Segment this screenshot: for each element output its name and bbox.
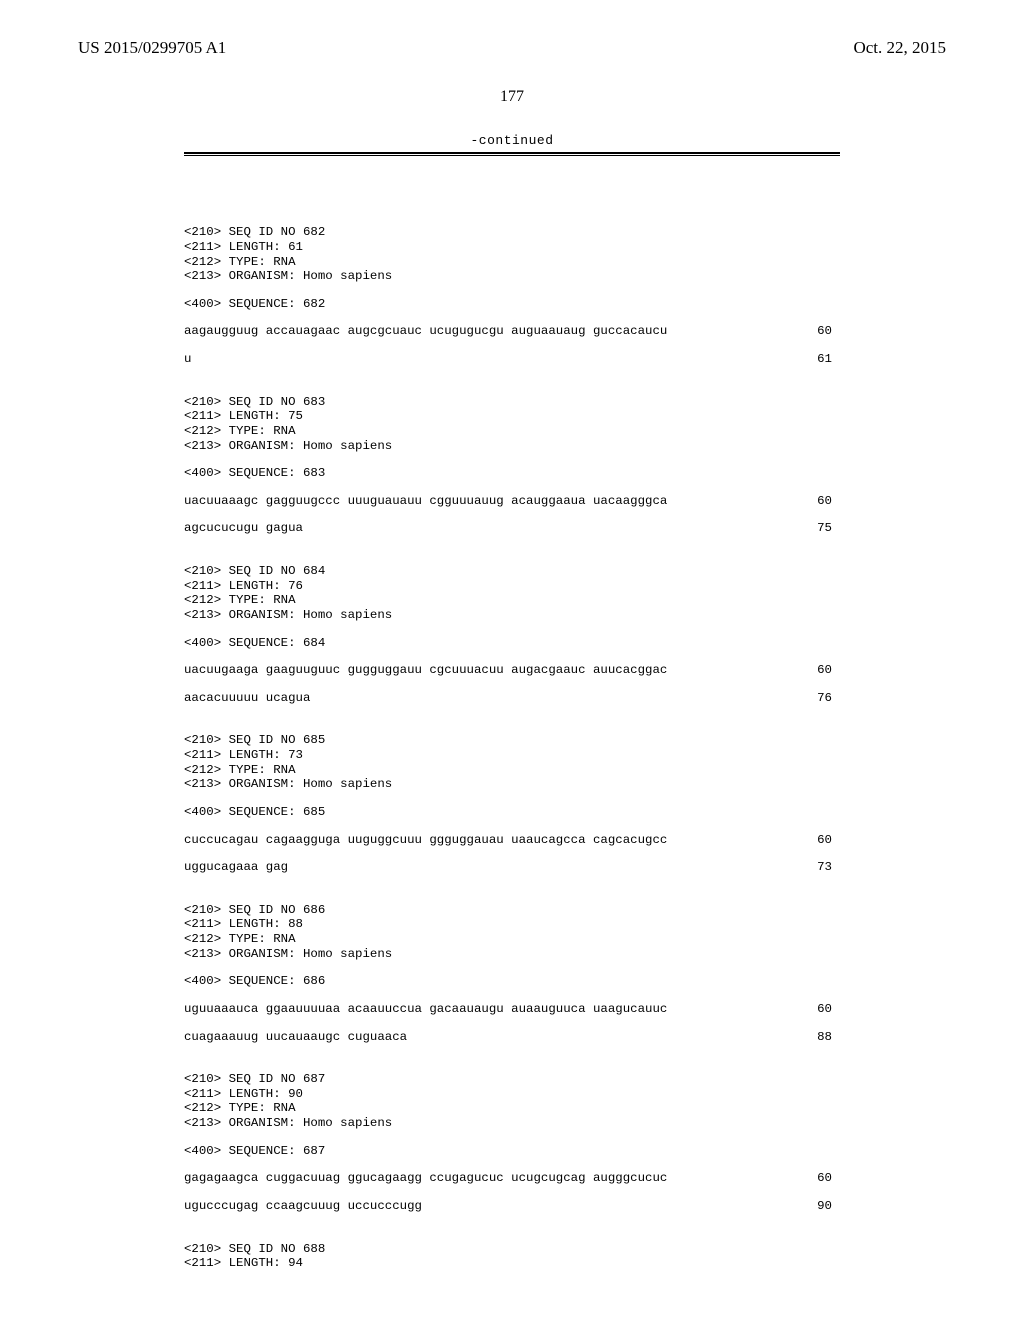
sequence-line: uggucagaaa gag 73 (184, 860, 832, 875)
continued-block: -continued (184, 133, 840, 156)
sequence-line: uacuugaaga gaaguuguuc gugguggauu cgcuuua… (184, 663, 832, 678)
sequence-block-partial: <210> SEQ ID NO 688 <211> LENGTH: 94 (184, 1242, 840, 1271)
sequence-listing: <210> SEQ ID NO 682 <211> LENGTH: 61 <21… (184, 196, 840, 1315)
sequence-position: 90 (778, 1199, 832, 1214)
sequence-400: <400> SEQUENCE: 687 (184, 1144, 840, 1159)
page: US 2015/0299705 A1 Oct. 22, 2015 177 -co… (0, 0, 1024, 1320)
sequence-text: ugucccugag ccaagcuuug uccucccugg (184, 1199, 422, 1214)
sequence-400: <400> SEQUENCE: 685 (184, 805, 840, 820)
sequence-line: u 61 (184, 352, 832, 367)
sequence-line: aagaugguug accauagaac augcgcuauc ucugugu… (184, 324, 832, 339)
sequence-block: <210> SEQ ID NO 685 <211> LENGTH: 73 <21… (184, 733, 840, 887)
sequence-400: <400> SEQUENCE: 682 (184, 297, 840, 312)
sequence-text: uacuugaaga gaaguuguuc gugguggauu cgcuuua… (184, 663, 667, 678)
sequence-line: gagagaagca cuggacuuag ggucagaagg ccugagu… (184, 1171, 832, 1186)
sequence-block: <210> SEQ ID NO 684 <211> LENGTH: 76 <21… (184, 564, 840, 718)
sequence-400: <400> SEQUENCE: 684 (184, 636, 840, 651)
page-number: 177 (0, 88, 1024, 106)
sequence-position: 60 (778, 324, 832, 339)
sequence-400: <400> SEQUENCE: 683 (184, 466, 840, 481)
sequence-line: cuagaaauug uucauaaugc cuguaaca 88 (184, 1030, 832, 1045)
sequence-text: gagagaagca cuggacuuag ggucagaagg ccugagu… (184, 1171, 667, 1186)
sequence-text: uggucagaaa gag (184, 860, 288, 875)
sequence-line: agcucucugu gagua 75 (184, 521, 832, 536)
sequence-meta: <210> SEQ ID NO 686 <211> LENGTH: 88 <21… (184, 903, 840, 962)
page-header: US 2015/0299705 A1 Oct. 22, 2015 (0, 38, 1024, 58)
sequence-text: aagaugguug accauagaac augcgcuauc ucugugu… (184, 324, 667, 339)
sequence-line: cuccucagau cagaagguga uuguggcuuu gggugga… (184, 833, 832, 848)
publication-date: Oct. 22, 2015 (853, 38, 946, 58)
rule-top (184, 152, 840, 154)
sequence-block: <210> SEQ ID NO 682 <211> LENGTH: 61 <21… (184, 225, 840, 379)
sequence-position: 60 (778, 663, 832, 678)
sequence-text: cuccucagau cagaagguga uuguggcuuu gggugga… (184, 833, 667, 848)
sequence-400: <400> SEQUENCE: 686 (184, 974, 840, 989)
sequence-block: <210> SEQ ID NO 683 <211> LENGTH: 75 <21… (184, 395, 840, 549)
sequence-line: aacacuuuuu ucagua 76 (184, 691, 832, 706)
sequence-position: 60 (778, 1171, 832, 1186)
sequence-line: ugucccugag ccaagcuuug uccucccugg 90 (184, 1199, 832, 1214)
sequence-block: <210> SEQ ID NO 687 <211> LENGTH: 90 <21… (184, 1072, 840, 1226)
sequence-text: cuagaaauug uucauaaugc cuguaaca (184, 1030, 407, 1045)
sequence-position: 61 (778, 352, 832, 367)
sequence-meta: <210> SEQ ID NO 684 <211> LENGTH: 76 <21… (184, 564, 840, 623)
sequence-meta: <210> SEQ ID NO 685 <211> LENGTH: 73 <21… (184, 733, 840, 792)
sequence-line: uguuaaauca ggaauuuuaa acaauuccua gacaaua… (184, 1002, 832, 1017)
sequence-position: 60 (778, 1002, 832, 1017)
publication-number: US 2015/0299705 A1 (78, 38, 226, 58)
sequence-block: <210> SEQ ID NO 686 <211> LENGTH: 88 <21… (184, 903, 840, 1057)
sequence-meta: <210> SEQ ID NO 683 <211> LENGTH: 75 <21… (184, 395, 840, 454)
sequence-position: 60 (778, 494, 832, 509)
sequence-text: agcucucugu gagua (184, 521, 303, 536)
sequence-text: uguuaaauca ggaauuuuaa acaauuccua gacaaua… (184, 1002, 667, 1017)
sequence-meta: <210> SEQ ID NO 687 <211> LENGTH: 90 <21… (184, 1072, 840, 1131)
sequence-position: 60 (778, 833, 832, 848)
sequence-text: u (184, 352, 191, 367)
continued-label: -continued (184, 133, 840, 148)
sequence-text: uacuuaaagc gagguugccc uuuguauauu cgguuua… (184, 494, 667, 509)
sequence-text: aacacuuuuu ucagua (184, 691, 310, 706)
sequence-meta: <210> SEQ ID NO 682 <211> LENGTH: 61 <21… (184, 225, 840, 284)
sequence-position: 75 (778, 521, 832, 536)
sequence-line: uacuuaaagc gagguugccc uuuguauauu cgguuua… (184, 494, 832, 509)
sequence-position: 73 (778, 860, 832, 875)
rule-thin (184, 155, 840, 156)
sequence-position: 88 (778, 1030, 832, 1045)
sequence-position: 76 (778, 691, 832, 706)
